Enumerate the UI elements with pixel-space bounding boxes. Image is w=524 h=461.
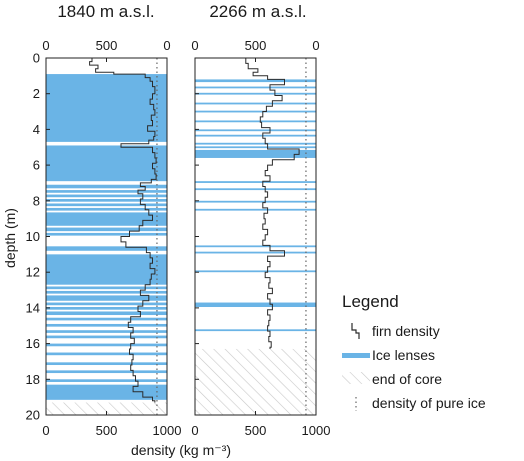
ice-lens-band-4: [46, 194, 167, 198]
ice-lens-band-18: [46, 311, 167, 316]
ice-lens-band-10: [46, 232, 167, 236]
x-tick-bottom-label-0: 0: [191, 423, 198, 438]
ice-lens-band-4: [195, 110, 316, 113]
ice-lens-band-15: [46, 295, 167, 301]
end-of-core-hatch: [46, 402, 167, 415]
ice-lens-band-25: [46, 362, 167, 366]
y-tick-label-1: 2: [33, 86, 40, 101]
y-tick-label-3: 6: [33, 158, 40, 173]
ice-lens-band-8: [46, 212, 167, 226]
ice-lens-band-icon: [342, 353, 370, 358]
x-tick-bottom-label-1: 500: [96, 423, 118, 438]
x-tick-top-label-0: 0: [42, 38, 49, 53]
y-tick-label-7: 14: [26, 300, 40, 315]
ice-lens-band-13: [195, 200, 316, 203]
y-tick-label-2: 4: [33, 122, 40, 137]
ice-lens-band-14: [46, 290, 167, 294]
ice-lens-band-24: [46, 352, 167, 356]
y-tick-label-0: 0: [33, 51, 40, 66]
ice-lens-band-22: [46, 335, 167, 339]
firn-density-series: [245, 58, 300, 349]
ice-lens-band-2: [195, 92, 316, 95]
ice-lens-band-12: [195, 188, 316, 191]
ice-lens-band-3: [195, 102, 316, 105]
ice-lens-band-17: [195, 270, 316, 273]
y-tick-label-4: 8: [33, 193, 40, 208]
firn-density-series: [89, 58, 157, 403]
y-tick-label-8: 16: [26, 336, 40, 351]
ice-lens-band-7: [46, 207, 167, 211]
ice-lens-band-2: [46, 184, 167, 189]
x-tick-bottom-label-2: 1000: [153, 423, 182, 438]
ice-lens-band-6: [46, 203, 167, 207]
x-tick-top-label-1: 500: [96, 38, 118, 53]
x-tick-top-label-0: 0: [191, 38, 198, 53]
y-tick-label-6: 12: [26, 265, 40, 280]
ice-lens-band-6: [195, 129, 316, 132]
ice-lens-band-7: [195, 134, 316, 137]
x-tick-bottom-label-1: 500: [245, 423, 267, 438]
end-of-core-hatch: [195, 348, 316, 415]
legend-label-firn-density: firn density: [372, 323, 440, 339]
y-tick-label-10: 20: [26, 408, 40, 423]
panel1-title: 1840 m a.s.l.: [57, 2, 154, 21]
panel-2266m: 0 0 500 500 0 1000: [191, 38, 330, 438]
ice-lens-band-27: [46, 379, 167, 382]
ice-lens-band-0: [46, 74, 167, 142]
y-tick-label-5: 10: [26, 229, 40, 244]
legend-label-pure-ice: density of pure ice: [372, 395, 486, 411]
legend-label-end-of-core: end of core: [372, 371, 442, 387]
x-tick-bottom-label-0: 0: [42, 423, 49, 438]
y-tick-label-9: 18: [26, 372, 40, 387]
ice-lens-band-11: [195, 181, 316, 183]
x-tick-top-label-2: 0: [312, 38, 319, 53]
ice-lens-band-12: [46, 254, 167, 285]
legend-label-ice-lenses: Ice lenses: [372, 347, 435, 363]
ice-lens-band-21: [46, 330, 167, 333]
ice-lens-band-16: [195, 251, 316, 254]
panel2-title: 2266 m a.s.l.: [209, 2, 306, 21]
ice-lens-band-5: [195, 120, 316, 123]
ice-lens-band-5: [46, 199, 167, 202]
ice-lens-band-19: [195, 329, 316, 332]
end-of-core-hatch-icon: [342, 372, 370, 384]
ice-lens-band-10: [195, 149, 316, 158]
x-tick-bottom-label-2: 1000: [302, 423, 331, 438]
ice-lens-band-11: [46, 246, 167, 251]
ice-lens-band-3: [46, 190, 167, 193]
ice-lens-band-9: [46, 227, 167, 232]
ice-lens-band-0: [195, 79, 316, 83]
ice-lens-band-16: [46, 302, 167, 306]
legend-title: Legend: [342, 292, 399, 311]
ice-lens-band-28: [46, 384, 167, 400]
ice-lens-band-26: [46, 370, 167, 374]
x-tick-top-label-2: 0: [163, 38, 170, 53]
ice-lens-band-9: [195, 146, 316, 149]
ice-lens-band-19: [46, 317, 167, 321]
ice-lens-band-1: [46, 145, 167, 182]
ice-lens-band-15: [195, 245, 316, 248]
ice-lens-band-20: [46, 323, 167, 327]
y-axis-label: depth (m): [2, 208, 18, 268]
ice-lens-band-8: [195, 142, 316, 145]
firn-density-line-icon: [351, 323, 360, 339]
legend: Legend firn density Ice lenses end of co…: [342, 292, 486, 411]
ice-lens-band-23: [46, 343, 167, 347]
ice-lens-band-14: [195, 208, 316, 211]
ice-lens-band-13: [46, 286, 167, 290]
ice-lens-band-17: [46, 307, 167, 310]
ice-lens-band-18: [195, 302, 316, 308]
x-tick-top-label-1: 500: [245, 38, 267, 53]
ice-lens-band-1: [195, 86, 316, 89]
x-axis-label: density (kg m⁻³): [131, 442, 231, 458]
